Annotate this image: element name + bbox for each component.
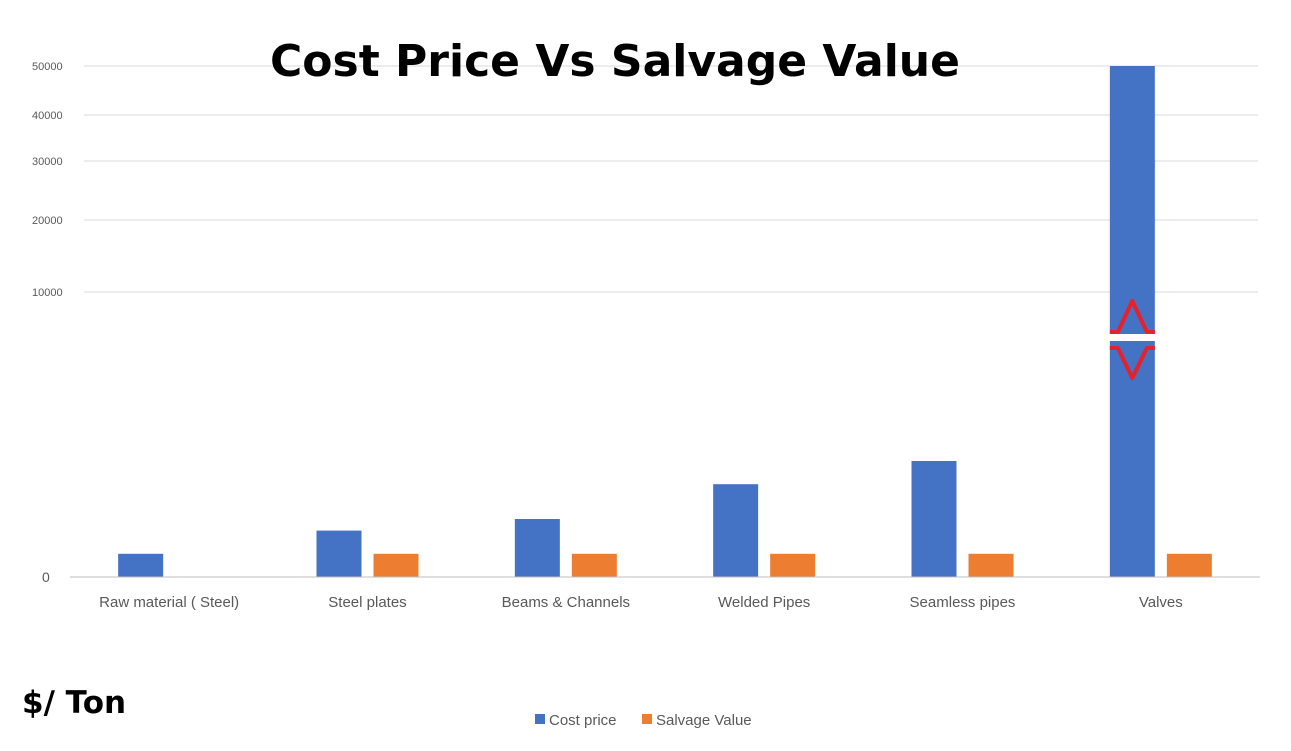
legend-label: Cost price bbox=[549, 712, 617, 729]
y-tick-label: 20000 bbox=[32, 215, 63, 227]
x-axis-categories: Raw material ( Steel) Steel plates Beams &… bbox=[99, 594, 1183, 611]
x-category-label: Beams & Channels bbox=[502, 594, 630, 611]
x-category-label: Valves bbox=[1139, 594, 1183, 611]
bars bbox=[118, 66, 1212, 577]
x-category-label: Steel plates bbox=[328, 594, 406, 611]
y-tick-label: 10000 bbox=[32, 287, 63, 299]
bar-salvage-value bbox=[770, 553, 816, 577]
x-category-label: Seamless pipes bbox=[910, 594, 1016, 611]
bar-cost-price bbox=[514, 519, 560, 577]
y-tick-label: 50000 bbox=[32, 61, 63, 73]
axis-break-gap bbox=[1108, 334, 1156, 341]
y-tick-label: 30000 bbox=[32, 156, 63, 168]
bar-cost-price bbox=[1109, 66, 1155, 577]
x-category-label: Welded Pipes bbox=[718, 594, 810, 611]
y-axis-ticks: 0 10000 20000 30000 40000 50000 bbox=[32, 61, 63, 585]
bar-salvage-value bbox=[968, 553, 1014, 577]
bar-cost-price bbox=[316, 530, 362, 577]
bar-salvage-value bbox=[571, 553, 617, 577]
y-tick-label: 0 bbox=[42, 569, 50, 585]
y-tick-label: 40000 bbox=[32, 110, 63, 122]
legend-swatch bbox=[642, 714, 652, 724]
bar-cost-price bbox=[118, 553, 164, 577]
unit-label: $/ Ton bbox=[22, 685, 126, 721]
legend: Cost price Salvage Value bbox=[535, 712, 752, 729]
gridlines bbox=[84, 65, 1258, 293]
bar-cost-price bbox=[713, 484, 759, 577]
chart-title: Cost Price Vs Salvage Value bbox=[270, 36, 960, 87]
axis-break-upper-mark bbox=[1109, 299, 1155, 334]
bar-cost-price bbox=[911, 461, 957, 577]
bar-salvage-value bbox=[1166, 553, 1212, 577]
axis-break-lower-mark bbox=[1109, 346, 1155, 380]
axis-break-marker bbox=[1108, 299, 1156, 380]
legend-label: Salvage Value bbox=[656, 712, 752, 729]
legend-swatch bbox=[535, 714, 545, 724]
bar-salvage-value bbox=[373, 553, 419, 577]
x-category-label: Raw material ( Steel) bbox=[99, 594, 239, 611]
